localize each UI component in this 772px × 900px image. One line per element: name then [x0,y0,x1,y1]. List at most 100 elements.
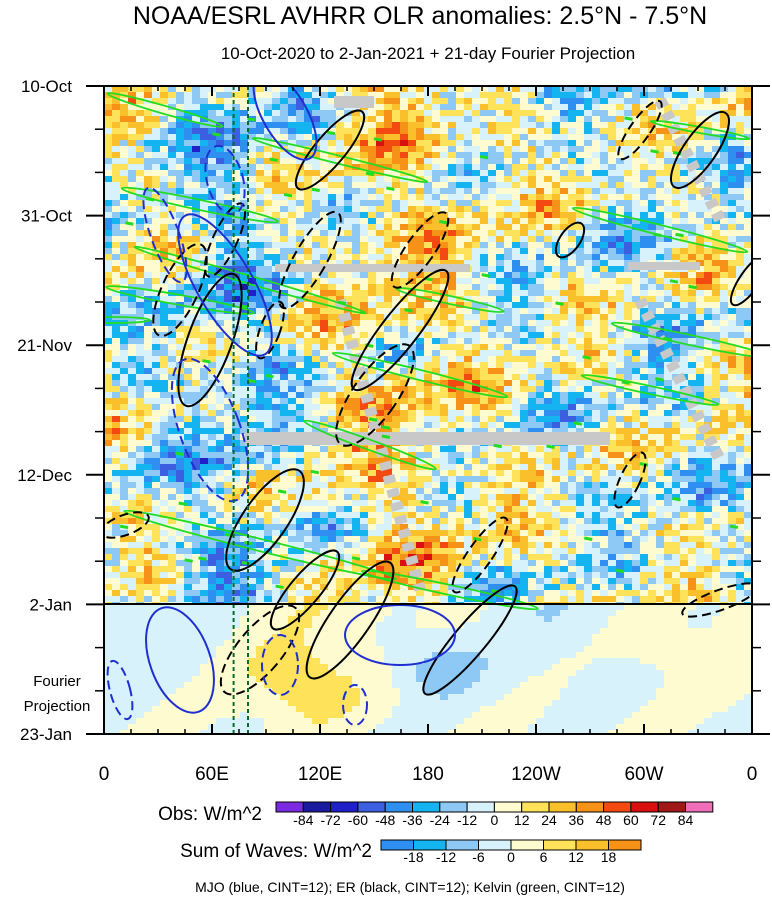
heatmap-cell [264,386,273,393]
heatmap-cell [536,284,545,291]
heatmap-cell [256,392,265,399]
heatmap-cell [320,104,329,111]
heatmap-cell [344,380,353,387]
heatmap-cell [520,428,529,435]
heatmap-cell [504,248,513,255]
heatmap-cell [576,158,585,165]
heatmap-cell [264,284,273,291]
heatmap-cell [640,272,649,279]
heatmap-cell [488,326,497,333]
heatmap-cell [440,392,449,399]
heatmap-cell [232,338,241,345]
heatmap-cell [584,446,593,453]
heatmap-cell [648,404,657,411]
heatmap-cell [144,218,153,225]
heatmap-cell [216,212,225,219]
heatmap-cell [312,170,321,177]
heatmap-cell [648,224,657,231]
heatmap-cell [544,380,553,387]
heatmap-cell [488,200,497,207]
heatmap-cell [600,344,609,351]
heatmap-cell [720,224,729,231]
heatmap-cell [408,404,417,411]
heatmap-cell [744,182,752,189]
heatmap-cell [504,404,513,411]
heatmap-cell [304,188,313,195]
heatmap-cell [224,326,233,333]
heatmap-cell [208,152,217,159]
heatmap-cell [320,362,329,369]
heatmap-cell [608,284,617,291]
heatmap-cell [744,104,752,111]
heatmap-cell [336,374,345,381]
heatmap-cell [416,392,425,399]
heatmap-cell [616,224,625,231]
heatmap-cell [680,182,689,189]
heatmap-cell [632,230,641,237]
heatmap-cell [712,344,721,351]
heatmap-cell [576,428,585,435]
heatmap-cell [640,320,649,327]
heatmap-cell [704,446,713,453]
heatmap-cell [456,374,465,381]
heatmap-cell [576,134,585,141]
heatmap-cell [160,302,169,309]
heatmap-cell [304,260,313,267]
heatmap-cell [704,182,713,189]
heatmap-cell [648,146,657,153]
heatmap-cell [288,422,297,429]
heatmap-cell [680,404,689,411]
heatmap-cell [576,266,585,273]
heatmap-cell [544,410,553,417]
heatmap-cell [568,140,577,147]
heatmap-cell [408,92,417,99]
heatmap-cell [280,446,289,453]
heatmap-cell [344,296,353,303]
heatmap-cell [184,86,193,93]
heatmap-cell [592,338,601,345]
heatmap-cell [136,182,145,189]
heatmap-cell [592,302,601,309]
heatmap-cell [616,140,625,147]
heatmap-cell [336,242,345,249]
heatmap-cell [192,92,201,99]
heatmap-cell [128,230,137,237]
heatmap-cell [512,284,521,291]
heatmap-cell [328,314,337,321]
heatmap-cell [384,104,393,111]
heatmap-cell [680,86,689,93]
heatmap-cell [688,368,697,375]
heatmap-cell [320,386,329,393]
heatmap-cell [704,392,713,399]
heatmap-cell [632,416,641,423]
heatmap-cell [368,230,377,237]
heatmap-cell [104,434,113,441]
heatmap-cell [128,356,137,363]
heatmap-cell [688,236,697,243]
heatmap-cell [128,272,137,279]
heatmap-cell [664,140,673,147]
heatmap-cell [280,326,289,333]
heatmap-cell [560,296,569,303]
heatmap-cell [696,350,705,357]
heatmap-cell [296,392,305,399]
heatmap-cell [104,86,113,93]
heatmap-cell [472,410,481,417]
heatmap-cell [552,98,561,105]
heatmap-cell [448,134,457,141]
heatmap-cell [168,368,177,375]
heatmap-cell [256,374,265,381]
heatmap-cell [424,140,433,147]
heatmap-cell [552,272,561,279]
heatmap-cell [256,272,265,279]
heatmap-cell [264,164,273,171]
heatmap-cell [584,242,593,249]
heatmap-cell [472,128,481,135]
heatmap-cell [224,86,233,93]
heatmap-cell [456,224,465,231]
heatmap-cell [544,278,553,285]
heatmap-cell [144,410,153,417]
heatmap-cell [416,146,425,153]
heatmap-cell [312,128,321,135]
heatmap-cell [736,86,745,93]
